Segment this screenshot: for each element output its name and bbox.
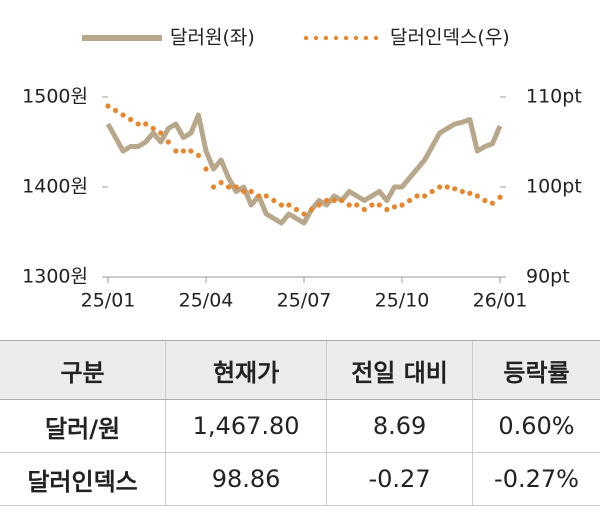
dot [406, 197, 413, 204]
legend-swatch [373, 35, 379, 41]
table-cell: -0.27% [471, 452, 600, 506]
table-cell: 0.60% [471, 399, 600, 453]
dot [346, 202, 352, 208]
dot [414, 193, 420, 199]
dot [188, 148, 194, 154]
dot [324, 197, 330, 204]
table-cell: 98.86 [165, 452, 327, 506]
dot [497, 194, 503, 200]
dot [437, 184, 443, 190]
header-cell: 전일 대비 [326, 340, 473, 400]
table-cell: 달러/원 [0, 399, 166, 453]
dot [203, 166, 209, 172]
legend-swatch [323, 35, 329, 41]
y-tick-label: 1400원 [22, 176, 88, 198]
dot [286, 202, 292, 208]
dot [271, 197, 277, 204]
dot [226, 184, 232, 190]
table-cell: 달러인덱스 [0, 452, 166, 506]
dot [422, 193, 428, 199]
dot [278, 202, 284, 208]
y2-tick-label: 90pt [526, 266, 570, 288]
dot [165, 139, 171, 145]
dot [263, 193, 269, 199]
table-row: 달러인덱스 98.86 -0.27 -0.27% [0, 452, 600, 506]
dot [120, 112, 126, 118]
dot [301, 211, 307, 217]
dot [143, 121, 149, 127]
table-cell: 1,467.80 [165, 399, 327, 453]
dot [429, 188, 435, 195]
price-table: 구분 현재가 전일 대비 등락률 달러/원 1,467.80 8.69 0.60% 달러인덱스 9… [0, 340, 600, 506]
header-cell: 구분 [0, 340, 166, 400]
dot [158, 130, 164, 136]
dot [248, 188, 254, 195]
dot [210, 184, 217, 190]
dot [293, 206, 300, 213]
dot [150, 125, 156, 132]
legend-label: 달러원(좌) [170, 27, 255, 49]
dot [384, 206, 390, 213]
table-cell: -0.27 [326, 452, 473, 506]
y-tick-label: 1300원 [22, 266, 88, 288]
dot [195, 152, 202, 159]
dot [308, 206, 315, 213]
header-cell: 등락률 [471, 340, 600, 400]
table-cell: 8.69 [326, 399, 473, 453]
dot [369, 202, 375, 208]
dot [331, 197, 337, 204]
x-tick-label: 25/10 [375, 290, 430, 312]
dot [376, 202, 382, 208]
x-tick-label: 26/01 [473, 290, 528, 312]
dot [482, 197, 488, 204]
dot [452, 186, 458, 192]
x-tick-label: 25/07 [277, 290, 332, 312]
header-row: 구분 현재가 전일 대비 등락률 [0, 340, 600, 400]
dot [391, 204, 398, 210]
legend-swatch [313, 35, 319, 41]
dot [105, 103, 111, 109]
legend-swatch [353, 35, 359, 41]
y2-tick-label: 100pt [526, 176, 582, 198]
legend-swatch [363, 35, 369, 41]
dot [467, 190, 473, 196]
dot [354, 202, 360, 208]
dot [489, 200, 496, 206]
y2-tick-label: 110pt [526, 86, 582, 108]
legend-swatch [333, 35, 339, 41]
legend-swatch [343, 35, 349, 41]
table-row: 달러/원 1,467.80 8.69 0.60% [0, 399, 600, 453]
line [105, 112, 503, 226]
header-cell: 현재가 [165, 340, 327, 400]
x-tick-label: 25/01 [81, 290, 136, 312]
dot [128, 116, 134, 123]
dot [173, 148, 179, 154]
dot [180, 148, 186, 154]
dot [316, 202, 322, 208]
legend-swatch [303, 35, 309, 41]
dot [233, 184, 239, 190]
dot [361, 206, 367, 213]
dot [135, 121, 141, 127]
dot [399, 202, 405, 208]
dot [218, 179, 224, 186]
dot [459, 188, 465, 195]
y-tick-label: 1500원 [22, 86, 88, 108]
dot [256, 193, 262, 199]
dot [444, 184, 450, 190]
dot [241, 188, 247, 195]
dot [474, 193, 480, 199]
legend-label: 달러인덱스(우) [390, 27, 510, 49]
chart: 1300원 1400원 1500원 90pt 100pt 110pt 25/01 25/04 2… [22, 27, 582, 312]
dot [339, 197, 345, 204]
dot [112, 107, 119, 114]
x-tick-label: 25/04 [179, 290, 234, 312]
